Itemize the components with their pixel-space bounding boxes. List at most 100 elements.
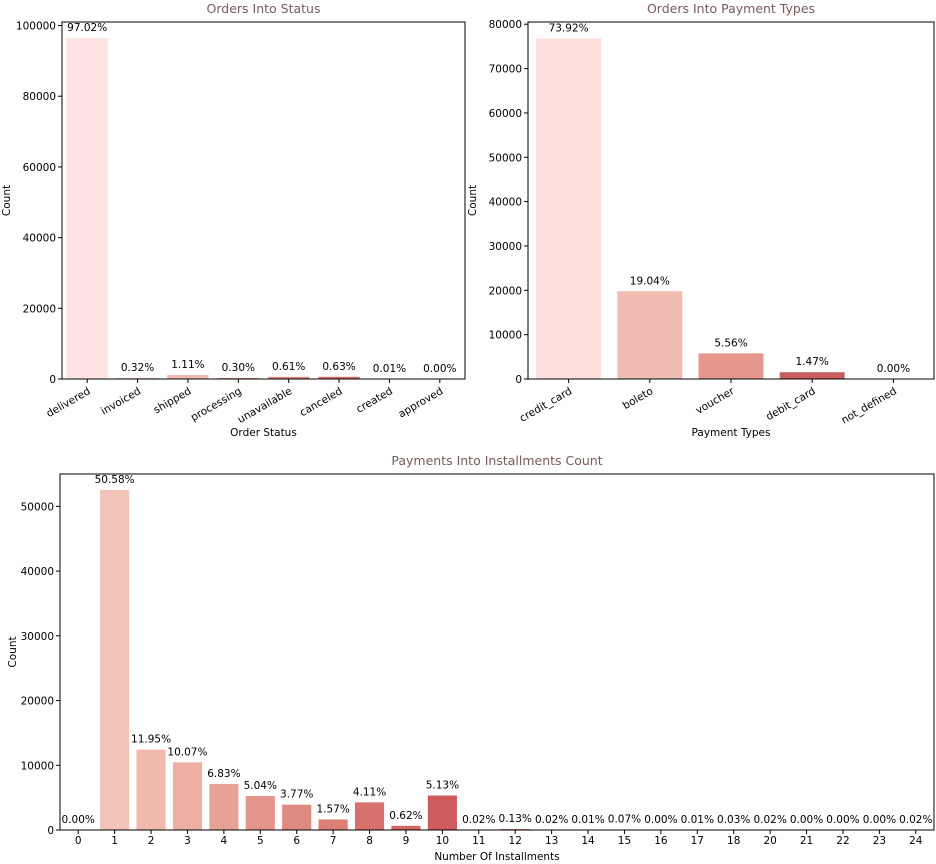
x-tick-label: 9 [403,835,410,847]
bar [100,489,130,830]
bar-percent-label: 3.77% [280,789,313,801]
y-tick-label: 70000 [489,64,522,76]
x-tick-label: 11 [472,835,485,847]
x-tick-label: 7 [330,835,337,847]
bar-percent-label: 0.07% [608,814,641,826]
x-tick-label: not_defined [839,385,899,426]
y-tick-label: 0 [47,825,54,837]
bar [282,804,312,830]
plot-frame [527,21,935,380]
bar-percent-label: 0.00% [826,814,859,826]
bar [209,784,239,830]
bar-percent-label: 0.00% [644,814,677,826]
bar-percent-label: 0.00% [863,814,896,826]
bar-percent-label: 0.01% [571,814,604,826]
bar [136,749,166,830]
y-tick-label: 10000 [21,760,54,772]
bar-percent-label: 5.13% [426,780,459,792]
bar-percent-label: 0.32% [121,362,154,374]
bar-percent-label: 0.01% [681,814,714,826]
y-tick-label: 100000 [16,21,56,33]
x-tick-label: 23 [873,835,886,847]
y-tick-label: 10000 [489,330,522,342]
x-tick-label: 8 [366,835,373,847]
bar-percent-label: 5.04% [244,780,277,792]
x-tick-label: 16 [654,835,668,847]
bar-percent-label: 0.62% [389,810,422,822]
bar [268,376,310,379]
bar-percent-label: 10.07% [167,746,207,758]
y-tick-label: 50000 [21,501,54,513]
bar-percent-label: 1.11% [171,359,204,371]
chart-0: Orders Into Status 97.02% delivered 0.32% in… [1,1,466,439]
bar [116,377,159,379]
bar-percent-label: 0.02% [899,814,932,826]
x-tick-label: created [354,385,395,415]
x-tick-label: 0 [75,835,82,847]
x-tick-label: processing [189,385,244,424]
x-tick-label: approved [396,385,445,420]
x-tick-label: debit_card [764,385,818,423]
x-tick-label: voucher [694,385,737,417]
y-tick-label: 40000 [489,197,522,209]
y-tick-label: 80000 [23,91,56,103]
bar-percent-label: 5.56% [714,337,747,349]
x-axis-label: Number Of Installments [434,851,559,863]
x-tick-label: unavailable [236,385,295,426]
x-tick-label: 21 [800,835,813,847]
x-tick-label: 1 [111,835,118,847]
bar [427,795,457,830]
plot-frame [59,473,935,831]
chart-2: Payments Into Installments Count0.00%050… [7,453,935,863]
y-axis-label: Count [1,185,13,216]
x-tick-label: invoiced [99,385,143,417]
bar-percent-label: 6.83% [207,768,240,780]
bar-percent-label: 0.00% [790,814,823,826]
x-tick-label: 12 [509,835,522,847]
x-tick-label: 10 [436,835,449,847]
bar-percent-label: 73.92% [549,22,589,34]
chart-title: Payments Into Installments Count [391,453,602,468]
y-tick-label: 30000 [489,241,522,253]
x-tick-label: 5 [257,835,264,847]
bar [318,376,360,379]
bar [391,825,421,830]
y-tick-label: 20000 [21,696,54,708]
bar-percent-label: 1.47% [796,356,829,368]
x-axis-label: Payment Types [692,427,771,439]
y-tick-label: 60000 [23,162,56,174]
bar [698,353,764,379]
x-tick-label: 13 [545,835,558,847]
bar-percent-label: 19.04% [630,275,670,287]
bar-percent-label: 0.30% [222,362,255,374]
x-tick-label: shipped [151,385,193,416]
bar-percent-label: 1.57% [316,803,349,815]
y-tick-label: 20000 [23,303,56,315]
x-tick-label: 22 [836,835,849,847]
bar-percent-label: 0.02% [535,814,568,826]
y-axis-label: Count [7,636,19,667]
bar [779,372,845,379]
bar-percent-label: 0.01% [373,363,406,375]
y-tick-label: 30000 [21,631,54,643]
chart-title: Orders Into Payment Types [647,1,815,16]
y-tick-label: 0 [49,374,56,386]
y-tick-label: 0 [515,374,522,386]
x-tick-label: 14 [581,835,595,847]
bar [217,377,259,379]
bar [536,38,602,379]
x-axis-label: Order Status [230,427,297,439]
bar-percent-label: 0.61% [272,361,305,373]
bar-percent-label: 97.02% [67,22,107,34]
x-tick-label: credit_card [518,385,574,425]
bar-percent-label: 0.00% [423,363,456,375]
bar-percent-label: 0.00% [62,814,95,826]
bar [167,375,209,379]
x-tick-label: 24 [909,835,923,847]
bar-percent-label: 0.00% [877,363,910,375]
x-tick-label: 4 [221,835,228,847]
bar [354,802,385,830]
x-tick-label: delivered [44,385,92,420]
bar-percent-label: 4.11% [353,786,386,798]
